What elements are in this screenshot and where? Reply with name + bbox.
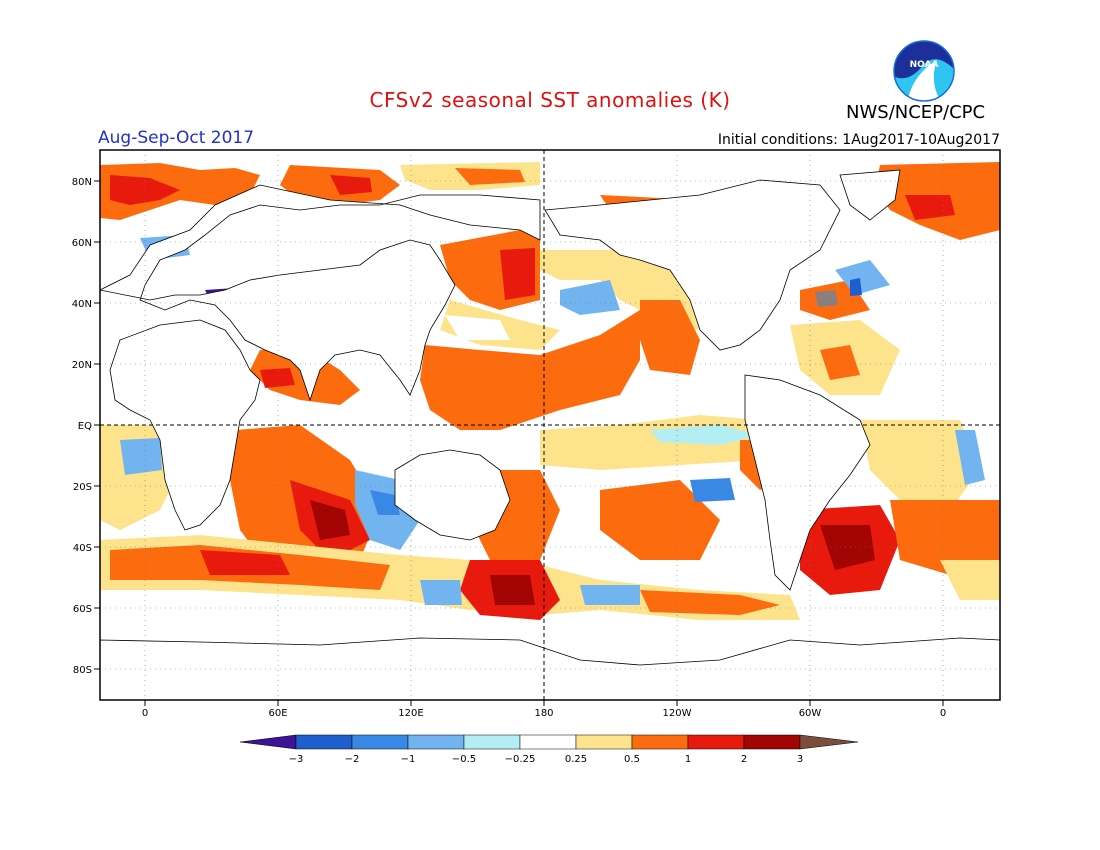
colorbar-label: 3 [797, 754, 803, 765]
colorbar: −3 −2 −1 −0.5 −0.25 0.25 0.5 1 2 3 [239, 734, 859, 765]
logo-text: NOAA [910, 60, 939, 70]
lat-label: 20S [73, 482, 92, 493]
colorbar-swatch [407, 734, 465, 750]
lat-label: 80S [73, 665, 92, 676]
colorbar-label: −2 [345, 754, 360, 765]
lat-label: 20N [72, 360, 92, 371]
lon-label: 0 [940, 708, 946, 719]
colorbar-label: 2 [741, 754, 747, 765]
colorbar-label: 0.5 [624, 754, 640, 765]
lon-label: 0 [142, 708, 148, 719]
colorbar-arrow-low [239, 734, 297, 750]
colorbar-swatch [687, 734, 745, 750]
grid-lines [100, 150, 1000, 700]
colorbar-swatch [295, 734, 353, 750]
colorbar-label: 0.25 [565, 754, 587, 765]
colorbar-swatch [519, 734, 577, 750]
lat-label: 40S [73, 543, 92, 554]
colorbar-label: 1 [685, 754, 691, 765]
lat-label: 40N [72, 299, 92, 310]
colorbar-swatch [351, 734, 409, 750]
colorbar-swatch [463, 734, 521, 750]
colorbar-label: −3 [289, 754, 304, 765]
colorbar-swatch [631, 734, 689, 750]
colorbar-label: −0.5 [452, 754, 476, 765]
lon-ticks: 0 60E 120E 180 120W 60W 0 [142, 700, 946, 719]
lon-label: 60W [799, 708, 822, 719]
colorbar-label: −1 [401, 754, 416, 765]
noaa-logo: NOAA [893, 40, 955, 102]
lat-label: 60S [73, 604, 92, 615]
agency-label: NWS/NCEP/CPC [846, 102, 986, 123]
lat-ticks: 80N 60N 40N 20N EQ 20S 40S 60S 80S [72, 177, 100, 676]
lon-label: 60E [268, 708, 287, 719]
colorbar-swatch [575, 734, 633, 750]
lon-label: 120E [398, 708, 423, 719]
season-label: Aug-Sep-Oct 2017 [98, 128, 255, 148]
lon-label: 120W [663, 708, 692, 719]
lat-label: 60N [72, 238, 92, 249]
chart-title: CFSv2 seasonal SST anomalies (K) [369, 88, 731, 112]
colorbar-arrow-high [799, 734, 859, 750]
colorbar-swatch [743, 734, 801, 750]
lat-label: EQ [78, 421, 92, 432]
colorbar-label: −0.25 [505, 754, 536, 765]
initial-conditions-label: Initial conditions: 1Aug2017-10Aug2017 [717, 132, 1000, 148]
lat-label: 80N [72, 177, 92, 188]
lon-label: 180 [534, 708, 553, 719]
